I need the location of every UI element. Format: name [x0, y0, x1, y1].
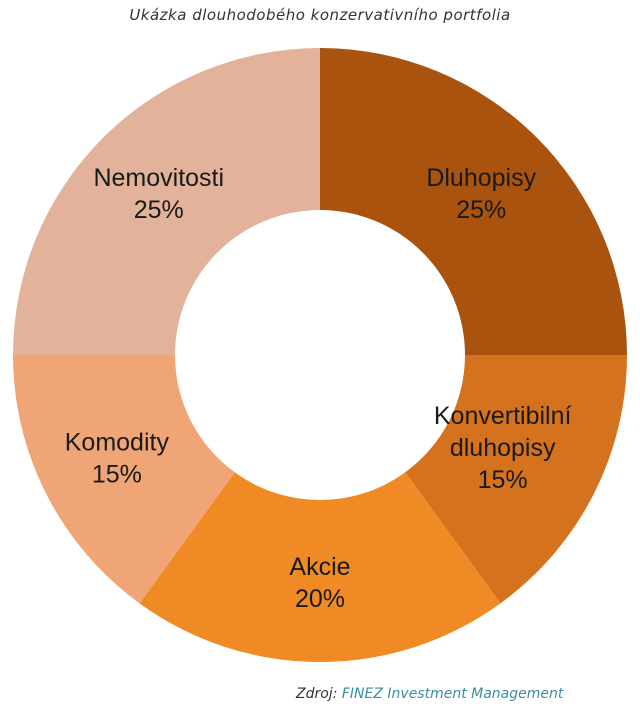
slice-name: dluhopisy [450, 434, 556, 462]
slice-value: 25% [134, 196, 184, 224]
donut-slice [13, 355, 235, 604]
slice-name: Dluhopisy [426, 164, 536, 192]
donut-slice [13, 48, 320, 355]
source-note: Zdroj: FINEZ Investment Management [296, 686, 563, 702]
slice-name: Komodity [65, 429, 170, 457]
slice-name: Akcie [289, 553, 350, 581]
slice-value: 15% [478, 466, 528, 494]
slice-label: Dluhopisy 25% [426, 164, 536, 224]
chart-title: Ukázka dlouhodobého konzervativního port… [129, 6, 511, 24]
source-prefix: Zdroj: [296, 686, 338, 702]
slice-label: Komodity 15% [65, 429, 170, 489]
donut-slice [320, 48, 627, 355]
slice-label: Nemovitosti 25% [93, 164, 224, 224]
slice-value: 20% [295, 585, 345, 613]
source-org: FINEZ Investment Management [341, 686, 564, 702]
donut-slice [405, 355, 627, 604]
slice-label: Akcie 20% [289, 553, 350, 613]
slice-value: 15% [92, 461, 142, 489]
slice-value: 25% [456, 196, 506, 224]
slice-label: Konvertibilní dluhopisy 15% [434, 402, 572, 494]
slice-name: Nemovitosti [93, 164, 224, 192]
donut-slice [139, 472, 501, 663]
slice-name: Konvertibilní [434, 402, 572, 430]
